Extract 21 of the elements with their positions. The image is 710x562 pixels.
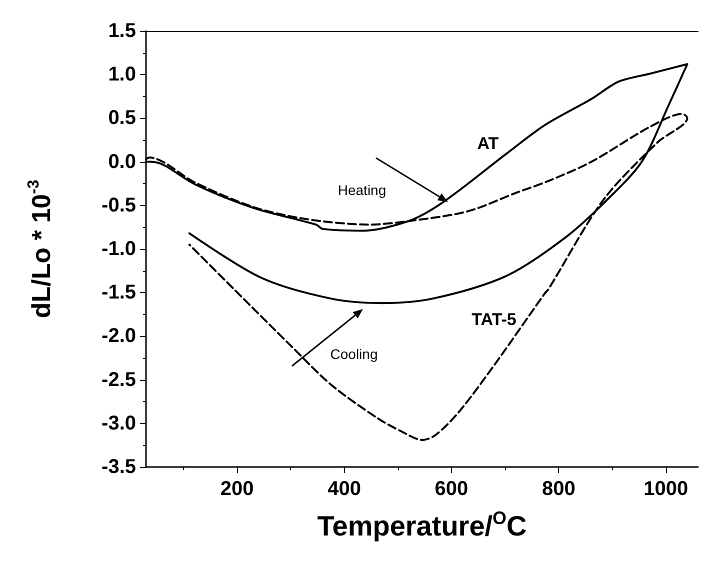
y-tick-label: 0.0 xyxy=(108,150,136,173)
annotation: Heating xyxy=(338,182,386,198)
y-tick-label: -1.5 xyxy=(102,282,136,304)
y-tick-label: -3.5 xyxy=(102,456,136,478)
series-label: AT xyxy=(477,134,500,153)
y-tick-label: -2.0 xyxy=(102,325,136,348)
y-tick-label: 1.5 xyxy=(108,20,136,42)
y-axis-title: dL/Lo * 10-3 xyxy=(26,180,56,318)
x-tick-label: 400 xyxy=(328,478,361,500)
x-tick-label: 600 xyxy=(434,478,468,500)
annotation: Cooling xyxy=(330,346,378,362)
series-label: TAT-5 xyxy=(472,310,516,330)
x-tick-label: 800 xyxy=(542,478,576,500)
y-tick-label: -1.0 xyxy=(102,238,136,260)
x-tick-label: 1000 xyxy=(644,478,688,500)
x-tick-label: 200 xyxy=(220,478,254,500)
y-tick-label: -3.0 xyxy=(102,412,136,434)
y-tick-label: -2.5 xyxy=(102,368,136,391)
y-tick-label: 1.0 xyxy=(108,64,136,86)
y-tick-label: 0.5 xyxy=(108,107,136,130)
y-tick-label: -0.5 xyxy=(102,194,136,216)
